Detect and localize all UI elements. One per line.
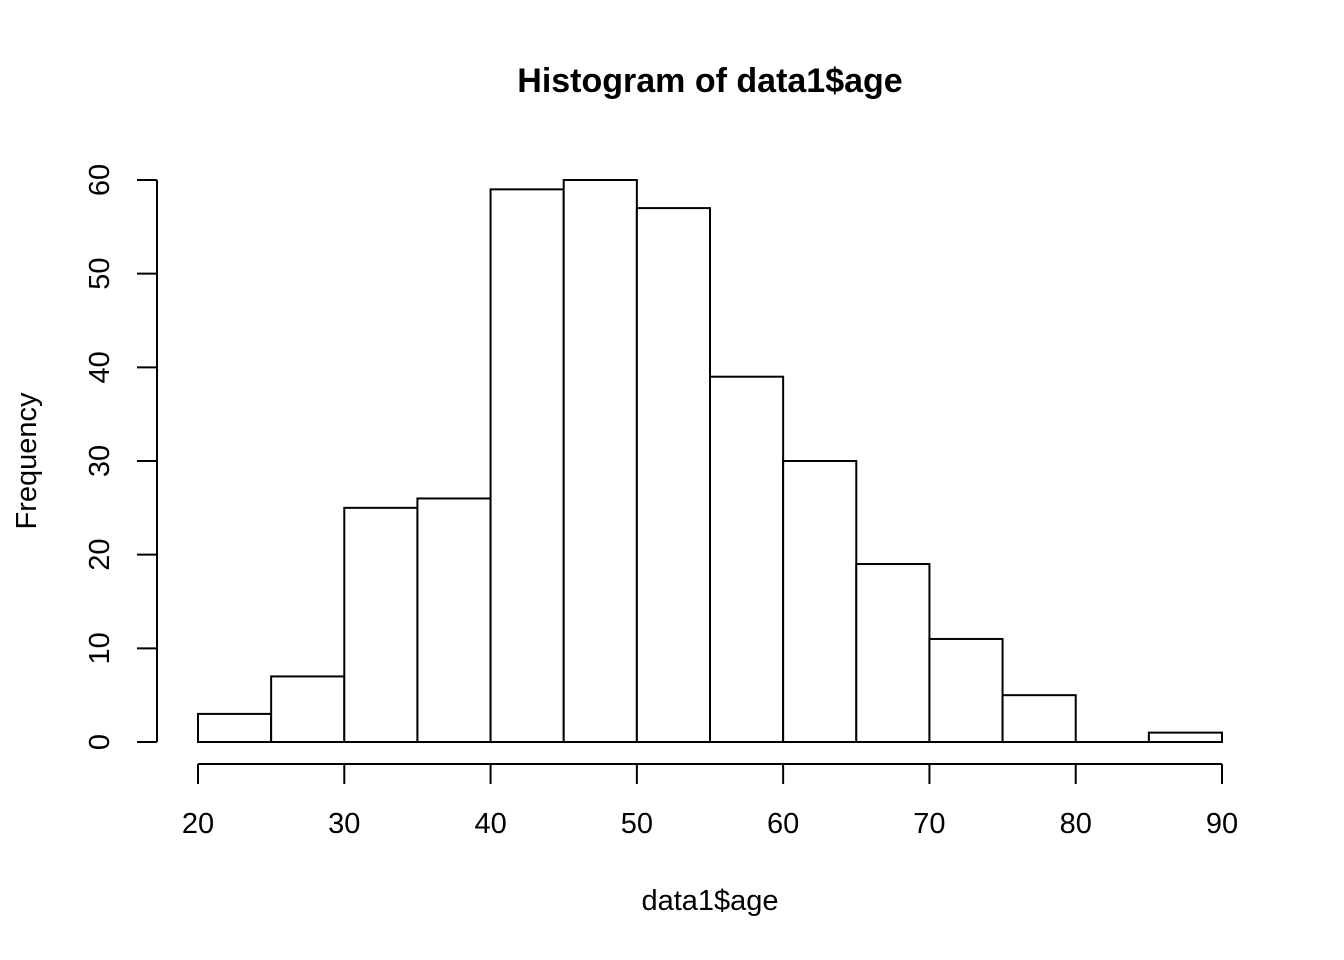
histogram-bar-75-80	[1001, 694, 1077, 744]
y-tick-label: 0	[84, 734, 116, 750]
histogram-bar-30-35	[343, 506, 419, 744]
histogram-bar-55-60	[709, 375, 785, 743]
y-tick-label: 10	[84, 632, 116, 664]
histogram-bar-85-90	[1147, 731, 1224, 744]
x-tick-label: 40	[474, 808, 506, 840]
y-axis: 0 10 20 30 40 50 60	[84, 164, 158, 750]
histogram-bar-35-40	[416, 497, 492, 744]
x-tick-label: 30	[328, 808, 360, 840]
histogram-bar-65-70	[855, 563, 931, 743]
y-tick-label: 60	[84, 164, 116, 196]
chart-title: Histogram of data1$age	[517, 62, 902, 100]
histogram-bar-40-45	[489, 188, 565, 744]
histogram-bar-45-50	[562, 179, 638, 743]
x-axis-label: data1$age	[641, 885, 778, 917]
histogram-bar-50-55	[635, 207, 711, 744]
y-tick-label: 20	[84, 539, 116, 571]
bars-group	[197, 179, 1224, 744]
y-tick-label: 50	[84, 258, 116, 290]
histogram-bar-20-25	[197, 712, 273, 744]
x-tick-label: 60	[767, 808, 799, 840]
x-tick-label: 80	[1060, 808, 1092, 840]
histogram-bar-25-30	[270, 675, 346, 744]
histogram-bar-60-65	[782, 460, 858, 743]
x-tick-label: 20	[182, 808, 214, 840]
y-tick-label: 30	[84, 445, 116, 477]
y-tick-label: 40	[84, 351, 116, 383]
y-axis-label: Frequency	[11, 392, 43, 530]
histogram-bar-70-75	[928, 637, 1004, 744]
x-axis: 20 30 40 50 60 70 80 90	[182, 763, 1238, 840]
x-tick-label: 70	[913, 808, 945, 840]
x-tick-label: 90	[1206, 808, 1238, 840]
x-tick-label: 50	[621, 808, 653, 840]
